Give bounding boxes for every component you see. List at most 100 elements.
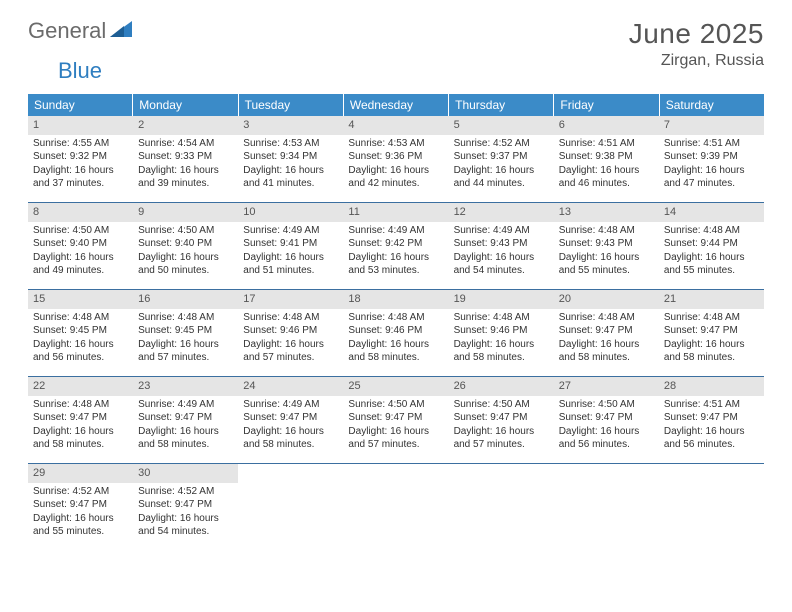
daylight-line: Daylight: 16 hours and 49 minutes. [33,251,128,278]
sunrise-line: Sunrise: 4:52 AM [33,485,128,499]
day-cell: 19Sunrise: 4:48 AMSunset: 9:46 PMDayligh… [449,290,554,376]
sunset-line: Sunset: 9:40 PM [33,237,128,251]
day-body: Sunrise: 4:49 AMSunset: 9:43 PMDaylight:… [449,222,554,282]
week-row: 15Sunrise: 4:48 AMSunset: 9:45 PMDayligh… [28,290,764,377]
day-cell [659,464,764,550]
daylight-line: Daylight: 16 hours and 57 minutes. [454,425,549,452]
sunrise-line: Sunrise: 4:48 AM [559,311,654,325]
day-number: 28 [659,377,764,396]
day-cell: 8Sunrise: 4:50 AMSunset: 9:40 PMDaylight… [28,203,133,289]
day-body: Sunrise: 4:53 AMSunset: 9:34 PMDaylight:… [238,135,343,195]
sunrise-line: Sunrise: 4:48 AM [664,224,759,238]
page-title: June 2025 [629,18,764,50]
day-cell: 22Sunrise: 4:48 AMSunset: 9:47 PMDayligh… [28,377,133,463]
day-body: Sunrise: 4:48 AMSunset: 9:47 PMDaylight:… [659,309,764,369]
day-number: 21 [659,290,764,309]
sunrise-line: Sunrise: 4:48 AM [138,311,233,325]
daylight-line: Daylight: 16 hours and 56 minutes. [664,425,759,452]
day-cell: 21Sunrise: 4:48 AMSunset: 9:47 PMDayligh… [659,290,764,376]
sunrise-line: Sunrise: 4:51 AM [664,137,759,151]
day-cell: 1Sunrise: 4:55 AMSunset: 9:32 PMDaylight… [28,116,133,202]
day-number: 1 [28,116,133,135]
day-body: Sunrise: 4:48 AMSunset: 9:46 PMDaylight:… [449,309,554,369]
sunset-line: Sunset: 9:47 PM [664,324,759,338]
week-row: 22Sunrise: 4:48 AMSunset: 9:47 PMDayligh… [28,377,764,464]
sunset-line: Sunset: 9:45 PM [138,324,233,338]
daylight-line: Daylight: 16 hours and 44 minutes. [454,164,549,191]
sunset-line: Sunset: 9:46 PM [243,324,338,338]
day-body: Sunrise: 4:50 AMSunset: 9:47 PMDaylight:… [343,396,448,456]
sunrise-line: Sunrise: 4:48 AM [348,311,443,325]
daylight-line: Daylight: 16 hours and 39 minutes. [138,164,233,191]
sunset-line: Sunset: 9:45 PM [33,324,128,338]
day-cell: 4Sunrise: 4:53 AMSunset: 9:36 PMDaylight… [343,116,448,202]
day-body: Sunrise: 4:50 AMSunset: 9:40 PMDaylight:… [133,222,238,282]
day-body: Sunrise: 4:49 AMSunset: 9:47 PMDaylight:… [238,396,343,456]
sunrise-line: Sunrise: 4:55 AM [33,137,128,151]
sunset-line: Sunset: 9:43 PM [454,237,549,251]
day-cell: 16Sunrise: 4:48 AMSunset: 9:45 PMDayligh… [133,290,238,376]
day-body: Sunrise: 4:50 AMSunset: 9:47 PMDaylight:… [554,396,659,456]
sunset-line: Sunset: 9:37 PM [454,150,549,164]
day-cell: 28Sunrise: 4:51 AMSunset: 9:47 PMDayligh… [659,377,764,463]
day-cell: 18Sunrise: 4:48 AMSunset: 9:46 PMDayligh… [343,290,448,376]
day-body: Sunrise: 4:49 AMSunset: 9:47 PMDaylight:… [133,396,238,456]
sunset-line: Sunset: 9:47 PM [33,498,128,512]
day-cell [343,464,448,550]
day-number: 27 [554,377,659,396]
sunrise-line: Sunrise: 4:49 AM [348,224,443,238]
day-number: 18 [343,290,448,309]
sunrise-line: Sunrise: 4:49 AM [243,398,338,412]
day-number: 6 [554,116,659,135]
sunrise-line: Sunrise: 4:54 AM [138,137,233,151]
sunset-line: Sunset: 9:46 PM [348,324,443,338]
day-cell: 12Sunrise: 4:49 AMSunset: 9:43 PMDayligh… [449,203,554,289]
sunrise-line: Sunrise: 4:48 AM [33,311,128,325]
day-number: 2 [133,116,238,135]
sunrise-line: Sunrise: 4:50 AM [138,224,233,238]
sunset-line: Sunset: 9:46 PM [454,324,549,338]
daylight-line: Daylight: 16 hours and 58 minutes. [138,425,233,452]
sunset-line: Sunset: 9:39 PM [664,150,759,164]
daylight-line: Daylight: 16 hours and 58 minutes. [664,338,759,365]
title-block: June 2025 Zirgan, Russia [629,18,764,70]
day-number: 8 [28,203,133,222]
day-number: 11 [343,203,448,222]
day-cell [449,464,554,550]
sunrise-line: Sunrise: 4:49 AM [454,224,549,238]
daylight-line: Daylight: 16 hours and 56 minutes. [559,425,654,452]
day-cell: 24Sunrise: 4:49 AMSunset: 9:47 PMDayligh… [238,377,343,463]
daylight-line: Daylight: 16 hours and 54 minutes. [138,512,233,539]
sunrise-line: Sunrise: 4:50 AM [454,398,549,412]
day-cell: 3Sunrise: 4:53 AMSunset: 9:34 PMDaylight… [238,116,343,202]
day-number: 29 [28,464,133,483]
location-label: Zirgan, Russia [629,52,764,70]
sunrise-line: Sunrise: 4:52 AM [138,485,233,499]
sunrise-line: Sunrise: 4:50 AM [559,398,654,412]
day-cell: 26Sunrise: 4:50 AMSunset: 9:47 PMDayligh… [449,377,554,463]
weekday-header: Wednesday [344,94,449,116]
day-cell: 11Sunrise: 4:49 AMSunset: 9:42 PMDayligh… [343,203,448,289]
day-number: 3 [238,116,343,135]
sunrise-line: Sunrise: 4:51 AM [664,398,759,412]
sunrise-line: Sunrise: 4:48 AM [243,311,338,325]
daylight-line: Daylight: 16 hours and 55 minutes. [559,251,654,278]
day-number: 10 [238,203,343,222]
week-row: 8Sunrise: 4:50 AMSunset: 9:40 PMDaylight… [28,203,764,290]
weekday-header: Thursday [449,94,554,116]
day-number: 4 [343,116,448,135]
daylight-line: Daylight: 16 hours and 47 minutes. [664,164,759,191]
day-cell: 27Sunrise: 4:50 AMSunset: 9:47 PMDayligh… [554,377,659,463]
sunset-line: Sunset: 9:38 PM [559,150,654,164]
sunset-line: Sunset: 9:47 PM [33,411,128,425]
sunrise-line: Sunrise: 4:48 AM [454,311,549,325]
day-body: Sunrise: 4:50 AMSunset: 9:40 PMDaylight:… [28,222,133,282]
sunset-line: Sunset: 9:47 PM [664,411,759,425]
day-number: 5 [449,116,554,135]
daylight-line: Daylight: 16 hours and 46 minutes. [559,164,654,191]
day-body: Sunrise: 4:53 AMSunset: 9:36 PMDaylight:… [343,135,448,195]
day-body: Sunrise: 4:51 AMSunset: 9:47 PMDaylight:… [659,396,764,456]
day-number: 17 [238,290,343,309]
weekday-header: Sunday [28,94,133,116]
day-number: 30 [133,464,238,483]
